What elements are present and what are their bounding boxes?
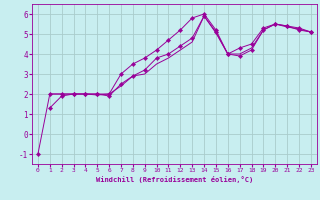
X-axis label: Windchill (Refroidissement éolien,°C): Windchill (Refroidissement éolien,°C)	[96, 176, 253, 183]
